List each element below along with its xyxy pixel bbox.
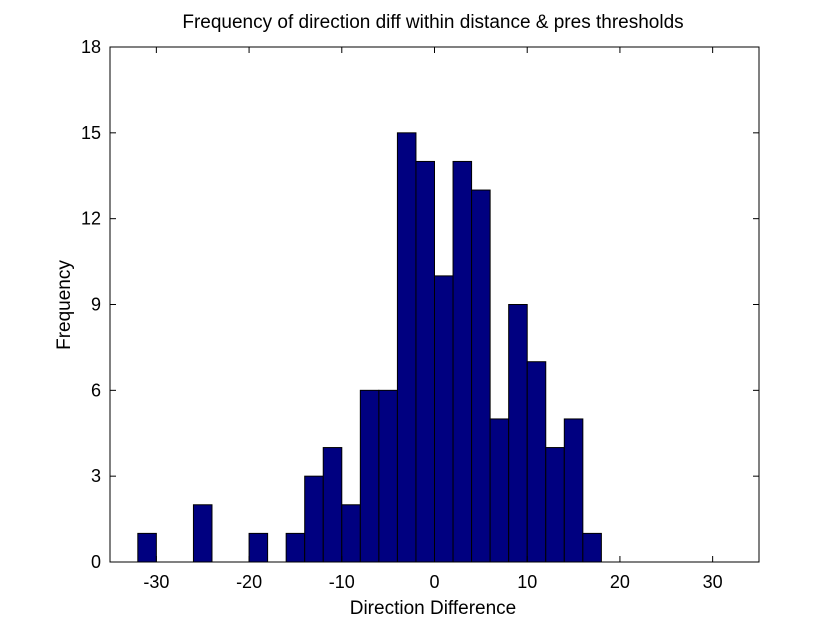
histogram-bar — [415, 160, 436, 563]
histogram-bar — [248, 532, 269, 563]
x-tick-label: 20 — [610, 572, 630, 592]
histogram-bar — [137, 532, 157, 563]
y-tick-label: 15 — [81, 123, 101, 143]
histogram-bar — [452, 160, 473, 563]
y-tick-label: 12 — [81, 209, 101, 229]
ticks-group: -30 -20 -10 0 10 20 30 0 3 6 9 12 15 18 — [81, 37, 759, 592]
x-tick-label: -30 — [143, 572, 169, 592]
x-tick-label: 0 — [429, 572, 439, 592]
histogram-bar — [378, 389, 398, 563]
y-tick-label: 6 — [91, 380, 101, 400]
histogram-bar — [285, 532, 306, 563]
histogram-bar — [508, 304, 528, 563]
histogram-bar — [192, 504, 213, 563]
histogram-bar — [563, 418, 584, 563]
histogram-bar — [526, 361, 547, 563]
histogram-bar — [304, 475, 324, 563]
histogram-bar — [471, 189, 491, 563]
y-tick-label: 3 — [91, 466, 101, 486]
y-axis-label: Frequency — [54, 260, 75, 350]
x-axis-label: Direction Difference — [350, 598, 517, 619]
y-tick-label: 18 — [81, 37, 101, 57]
x-tick-label: -10 — [329, 572, 355, 592]
histogram-bar — [582, 532, 602, 563]
histogram-bar — [489, 418, 510, 563]
chart-title: Frequency of direction diff within dista… — [182, 12, 683, 33]
histogram-bar — [434, 275, 454, 563]
histogram-bar — [322, 447, 343, 563]
y-tick-label: 9 — [91, 295, 101, 315]
x-tick-label: 30 — [703, 572, 723, 592]
y-tick-label: 0 — [91, 552, 101, 572]
histogram-bar — [359, 389, 380, 563]
x-tick-label: -20 — [236, 572, 262, 592]
histogram-bar — [396, 132, 417, 563]
histogram-bar — [341, 504, 361, 563]
x-tick-label: 10 — [517, 572, 537, 592]
histogram-bar — [545, 447, 565, 563]
